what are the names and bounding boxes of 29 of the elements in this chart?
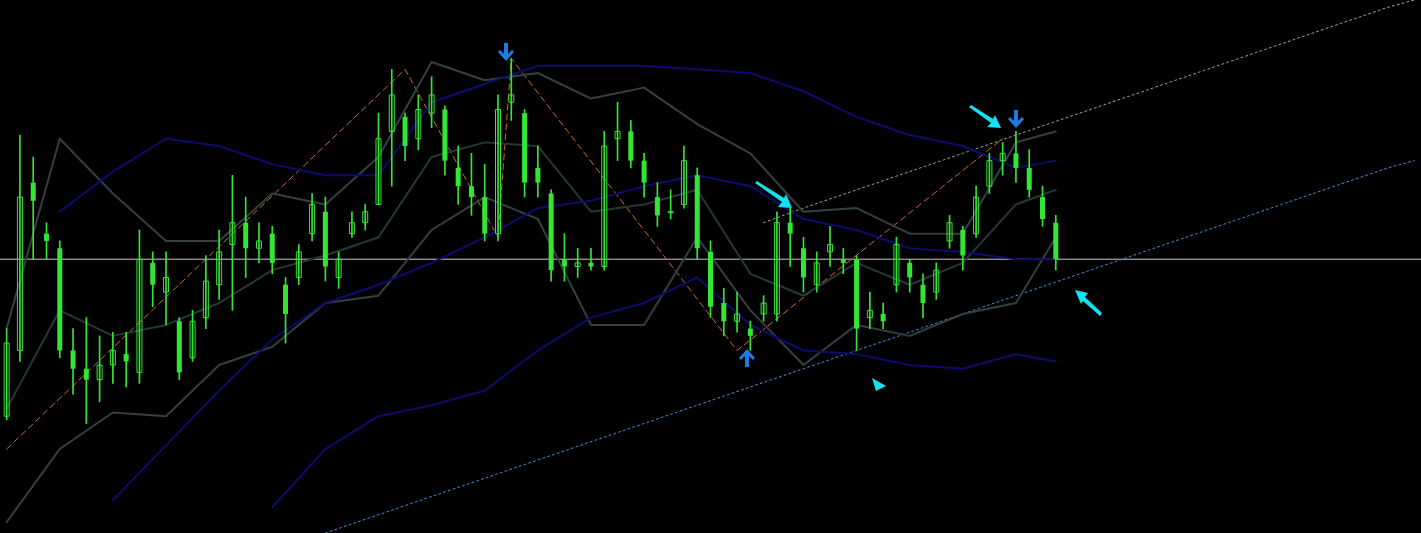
- candlestick: [362, 204, 369, 231]
- candlestick: [787, 207, 793, 267]
- candlestick: [216, 229, 223, 300]
- candlestick: [840, 247, 846, 275]
- candlestick: [109, 331, 116, 384]
- candlestick: [734, 291, 741, 333]
- candlestick: [309, 193, 316, 242]
- candlestick: [83, 317, 89, 424]
- candlestick: [933, 262, 940, 300]
- candlestick: [773, 211, 780, 322]
- candlestick: [813, 251, 820, 293]
- candlestick: [973, 185, 980, 238]
- candlestick: [588, 247, 594, 271]
- candlestick: [202, 255, 209, 329]
- candlestick: [163, 251, 170, 326]
- candlestick: [16, 134, 23, 362]
- candlestick: [680, 145, 687, 209]
- candlestick: [827, 226, 834, 267]
- candlestick: [123, 331, 129, 388]
- candlestick: [574, 247, 581, 278]
- candlestick: [295, 244, 302, 286]
- candlestick: [866, 291, 873, 329]
- candlestick: [348, 211, 355, 238]
- candlestick: [495, 94, 502, 242]
- candlestick: [255, 222, 262, 264]
- candlestick: [30, 156, 36, 260]
- candlestick: [388, 69, 395, 187]
- candlestick: [601, 131, 608, 271]
- candlestick: [508, 58, 515, 121]
